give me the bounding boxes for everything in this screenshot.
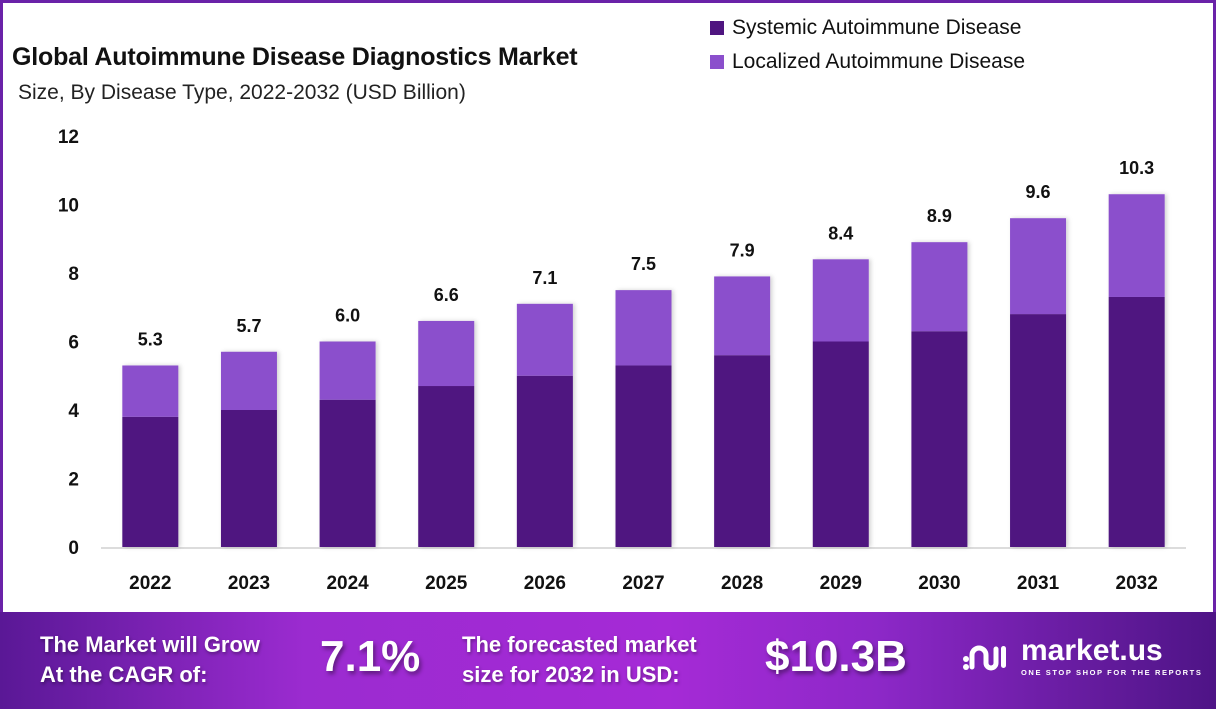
chart-title: Global Autoimmune Disease Diagnostics Ma… xyxy=(12,43,578,71)
stacked-bar-chart: 0 2 4 6 8 10 12 5.3 5.7 6.0 6.6 7.1 7.5 7.9 8.4 8.9 9.6… xyxy=(58,127,1186,594)
chart-subtitle: Size, By Disease Type, 2022-2032 (USD Bi… xyxy=(18,81,466,104)
bar-localized xyxy=(1108,194,1165,297)
x-tick-label: 2030 xyxy=(918,573,960,594)
x-tick-label: 2027 xyxy=(622,573,664,594)
y-tick-label: 4 xyxy=(68,401,79,422)
x-tick-label: 2026 xyxy=(524,573,566,594)
summary-banner: The Market will Grow At the CAGR of: 7.1… xyxy=(0,612,1216,709)
bar-localized xyxy=(714,276,771,356)
forecast-label-line1: The forecasted market xyxy=(462,632,697,657)
legend-swatch-systemic xyxy=(710,21,724,35)
bar-localized xyxy=(220,351,277,410)
legend-item-localized: Localized Autoimmune Disease xyxy=(710,45,1025,79)
cagr-value: 7.1% xyxy=(320,632,421,681)
market-us-logo-icon xyxy=(963,645,1006,670)
y-axis: 0 2 4 6 8 10 12 xyxy=(58,127,80,559)
bar-systemic xyxy=(615,365,672,547)
bar-localized xyxy=(319,341,376,400)
bar-localized xyxy=(911,242,968,332)
bar-systemic xyxy=(418,386,475,547)
bar-localized xyxy=(418,320,475,387)
forecast-label-line2: size for 2032 in USD: xyxy=(462,662,680,687)
bar-systemic xyxy=(516,375,573,547)
data-label-total: 6.6 xyxy=(434,285,459,305)
cagr-label: The Market will Grow At the CAGR of: xyxy=(40,630,260,690)
x-axis: 2022 2023 2024 2025 2026 2027 2028 2029 2030 2031… xyxy=(129,573,1158,594)
legend-label-systemic: Systemic Autoimmune Disease xyxy=(732,16,1022,39)
bar-stack-2028 xyxy=(714,276,771,547)
legend-label-localized: Localized Autoimmune Disease xyxy=(732,50,1025,73)
bar-stack-2032 xyxy=(1108,194,1165,547)
data-label-total: 8.4 xyxy=(828,223,853,243)
bar-stack-2030 xyxy=(911,242,968,547)
forecast-label: The forecasted market size for 2032 in U… xyxy=(462,630,697,690)
chart-frame: Global Autoimmune Disease Diagnostics Ma… xyxy=(0,0,1216,612)
x-tick-label: 2029 xyxy=(820,573,862,594)
x-tick-label: 2025 xyxy=(425,573,468,594)
bar-stack-2026 xyxy=(516,303,573,547)
bar-localized xyxy=(516,303,573,376)
x-tick-label: 2032 xyxy=(1116,573,1158,594)
cagr-label-line2: At the CAGR of: xyxy=(40,662,208,687)
brand-name: market.us xyxy=(1021,634,1163,667)
bar-stack-2027 xyxy=(615,290,672,547)
bar-localized xyxy=(812,259,869,342)
bar-systemic xyxy=(122,416,179,547)
bar-systemic xyxy=(714,355,771,547)
data-label-total: 9.6 xyxy=(1026,182,1051,202)
legend-item-systemic: Systemic Autoimmune Disease xyxy=(710,11,1025,45)
bar-stack-2022 xyxy=(122,365,179,547)
bar-stack-2031 xyxy=(1010,218,1067,547)
bar-systemic xyxy=(220,410,277,547)
bar-stack-2024 xyxy=(319,341,376,547)
data-label-total: 7.9 xyxy=(730,240,755,260)
bar-stack-2029 xyxy=(812,259,869,547)
x-tick-label: 2028 xyxy=(721,573,763,594)
data-label-total: 5.7 xyxy=(236,316,261,336)
cagr-label-line1: The Market will Grow xyxy=(40,632,261,657)
brand-tagline: ONE STOP SHOP FOR THE REPORTS xyxy=(1021,668,1203,677)
x-tick-label: 2031 xyxy=(1017,573,1060,594)
y-tick-label: 12 xyxy=(58,127,79,148)
data-label-total: 6.0 xyxy=(335,306,360,326)
bar-systemic xyxy=(1108,296,1165,547)
bar-localized xyxy=(122,365,179,417)
x-tick-label: 2024 xyxy=(326,573,369,594)
y-tick-label: 8 xyxy=(68,264,79,285)
y-tick-label: 10 xyxy=(58,196,79,217)
bar-systemic xyxy=(812,341,869,547)
bar-systemic xyxy=(1010,314,1067,547)
y-tick-label: 6 xyxy=(68,333,79,354)
x-tick-label: 2022 xyxy=(129,573,171,594)
data-label-total: 8.9 xyxy=(927,206,952,226)
bar-systemic xyxy=(911,331,968,547)
y-tick-label: 2 xyxy=(68,470,79,491)
data-label-total: 5.3 xyxy=(138,329,163,349)
data-label-total: 7.5 xyxy=(631,254,656,274)
data-label-total: 7.1 xyxy=(532,268,557,288)
bar-stack-2025 xyxy=(418,320,475,547)
bar-stack-2023 xyxy=(220,351,277,547)
bar-localized xyxy=(615,290,672,366)
legend-swatch-localized xyxy=(710,55,724,69)
market-us-logo: market.us ONE STOP SHOP FOR THE REPORTS xyxy=(960,636,1202,677)
bar-systemic xyxy=(319,399,376,547)
legend: Systemic Autoimmune Disease Localized Au… xyxy=(710,11,1025,79)
data-label-total: 10.3 xyxy=(1119,158,1154,178)
bars-group: 5.3 5.7 6.0 6.6 7.1 7.5 7.9 8.4 8.9 9.6 10.3 xyxy=(122,158,1165,547)
x-tick-label: 2023 xyxy=(228,573,270,594)
bar-localized xyxy=(1010,218,1067,315)
forecast-value: $10.3B xyxy=(765,632,907,681)
y-tick-label: 0 xyxy=(68,538,79,559)
